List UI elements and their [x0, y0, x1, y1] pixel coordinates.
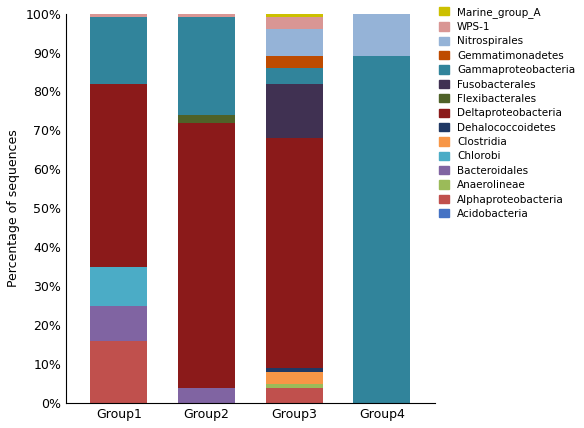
Bar	[266, 84, 323, 138]
Bar	[91, 84, 147, 267]
Bar	[353, 14, 411, 56]
Bar	[91, 18, 147, 84]
Bar	[178, 123, 235, 388]
Bar	[266, 56, 323, 68]
Bar	[266, 138, 323, 368]
Bar	[91, 267, 147, 306]
Bar	[266, 388, 323, 403]
Bar	[266, 29, 323, 56]
Bar	[266, 68, 323, 84]
Bar	[266, 14, 323, 18]
Bar	[178, 14, 235, 18]
Y-axis label: Percentage of sequences: Percentage of sequences	[7, 130, 20, 287]
Bar	[353, 56, 411, 403]
Bar	[266, 384, 323, 388]
Bar	[266, 372, 323, 384]
Bar	[266, 18, 323, 29]
Bar	[266, 368, 323, 372]
Bar	[178, 18, 235, 115]
Bar	[178, 388, 235, 403]
Bar	[91, 14, 147, 18]
Legend: Marine_group_A, WPS-1, Nitrospirales, Gemmatimonadetes, Gammaproteobacteria, Fus: Marine_group_A, WPS-1, Nitrospirales, Ge…	[439, 6, 576, 220]
Bar	[91, 306, 147, 341]
Bar	[91, 341, 147, 403]
Bar	[178, 115, 235, 123]
